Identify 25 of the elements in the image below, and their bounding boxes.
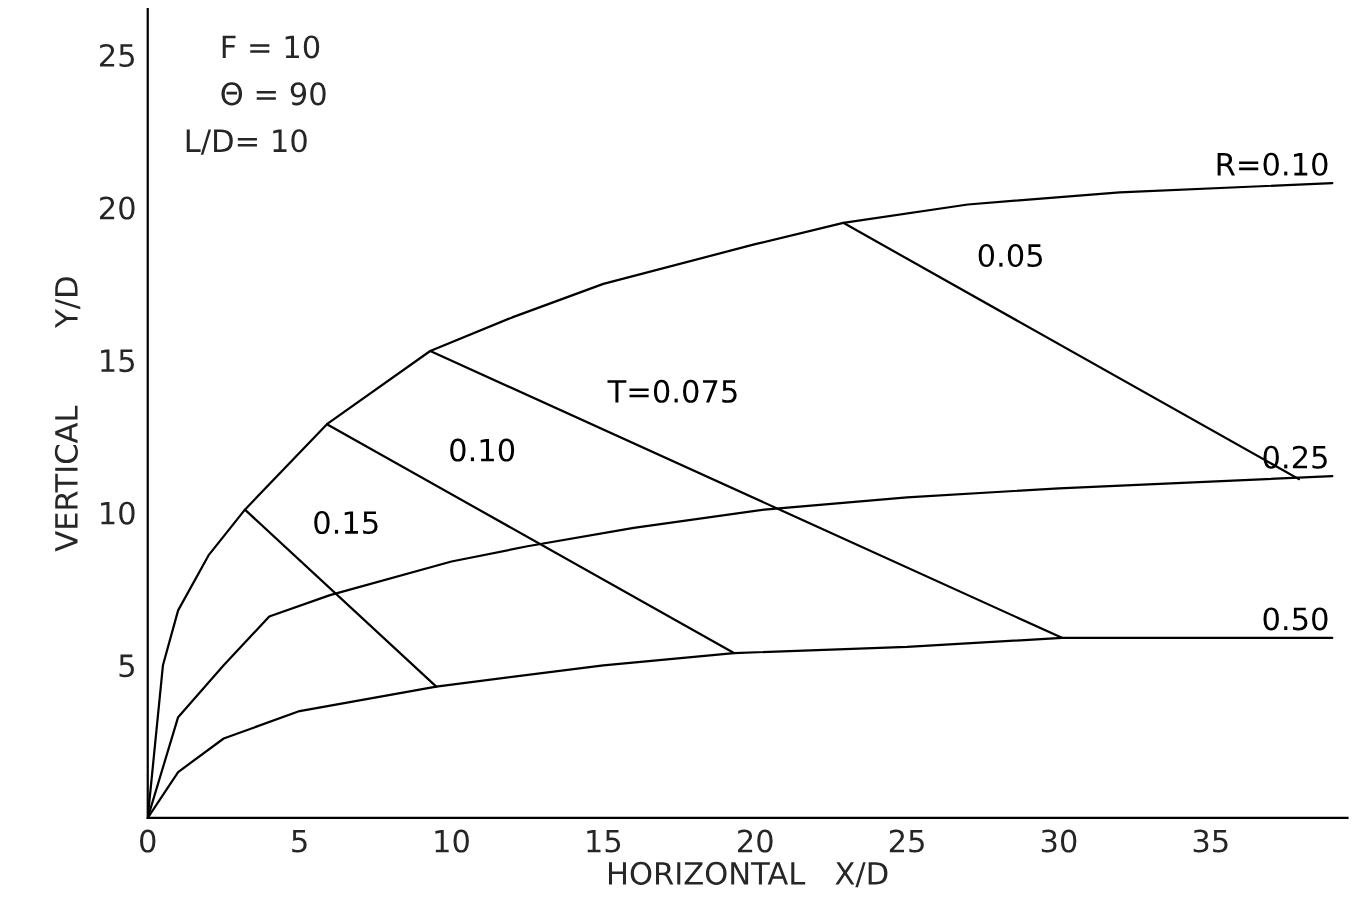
y-tick-label: 25 <box>99 43 134 68</box>
x-tick-label: 25 <box>889 829 924 853</box>
x-tick-label: 0 <box>140 829 156 853</box>
y-tick-label: 5 <box>119 654 134 678</box>
x-tick-label: 10 <box>435 829 469 853</box>
series-label: T=0.075 <box>607 379 737 403</box>
y-tick-label: 10 <box>101 501 135 525</box>
x-tick-label: 5 <box>292 829 307 853</box>
x-tick-label: 20 <box>738 829 773 853</box>
x-axis-title: HORIZONTAL X/D <box>609 861 888 888</box>
series-label: 0.15 <box>314 510 378 535</box>
x-tick-label: 15 <box>587 829 621 853</box>
series-label: 0.50 <box>1263 607 1328 631</box>
series-label: R=0.10 <box>1217 152 1328 176</box>
x-tick-label: 30 <box>1041 829 1077 853</box>
series-label: 0.05 <box>978 243 1042 268</box>
x-tick-label: 35 <box>1193 829 1228 853</box>
y-tick-label: 20 <box>99 196 135 220</box>
annotation: F = 10 <box>222 35 320 59</box>
y-tick-label: 15 <box>101 349 134 373</box>
y-axis-title: VERTICAL Y/D <box>54 277 81 552</box>
annotation: L/D= 10 <box>186 129 307 155</box>
annotation: Θ = 90 <box>221 82 326 106</box>
series-label: 0.10 <box>450 438 515 462</box>
series-label: 0.25 <box>1263 445 1327 469</box>
